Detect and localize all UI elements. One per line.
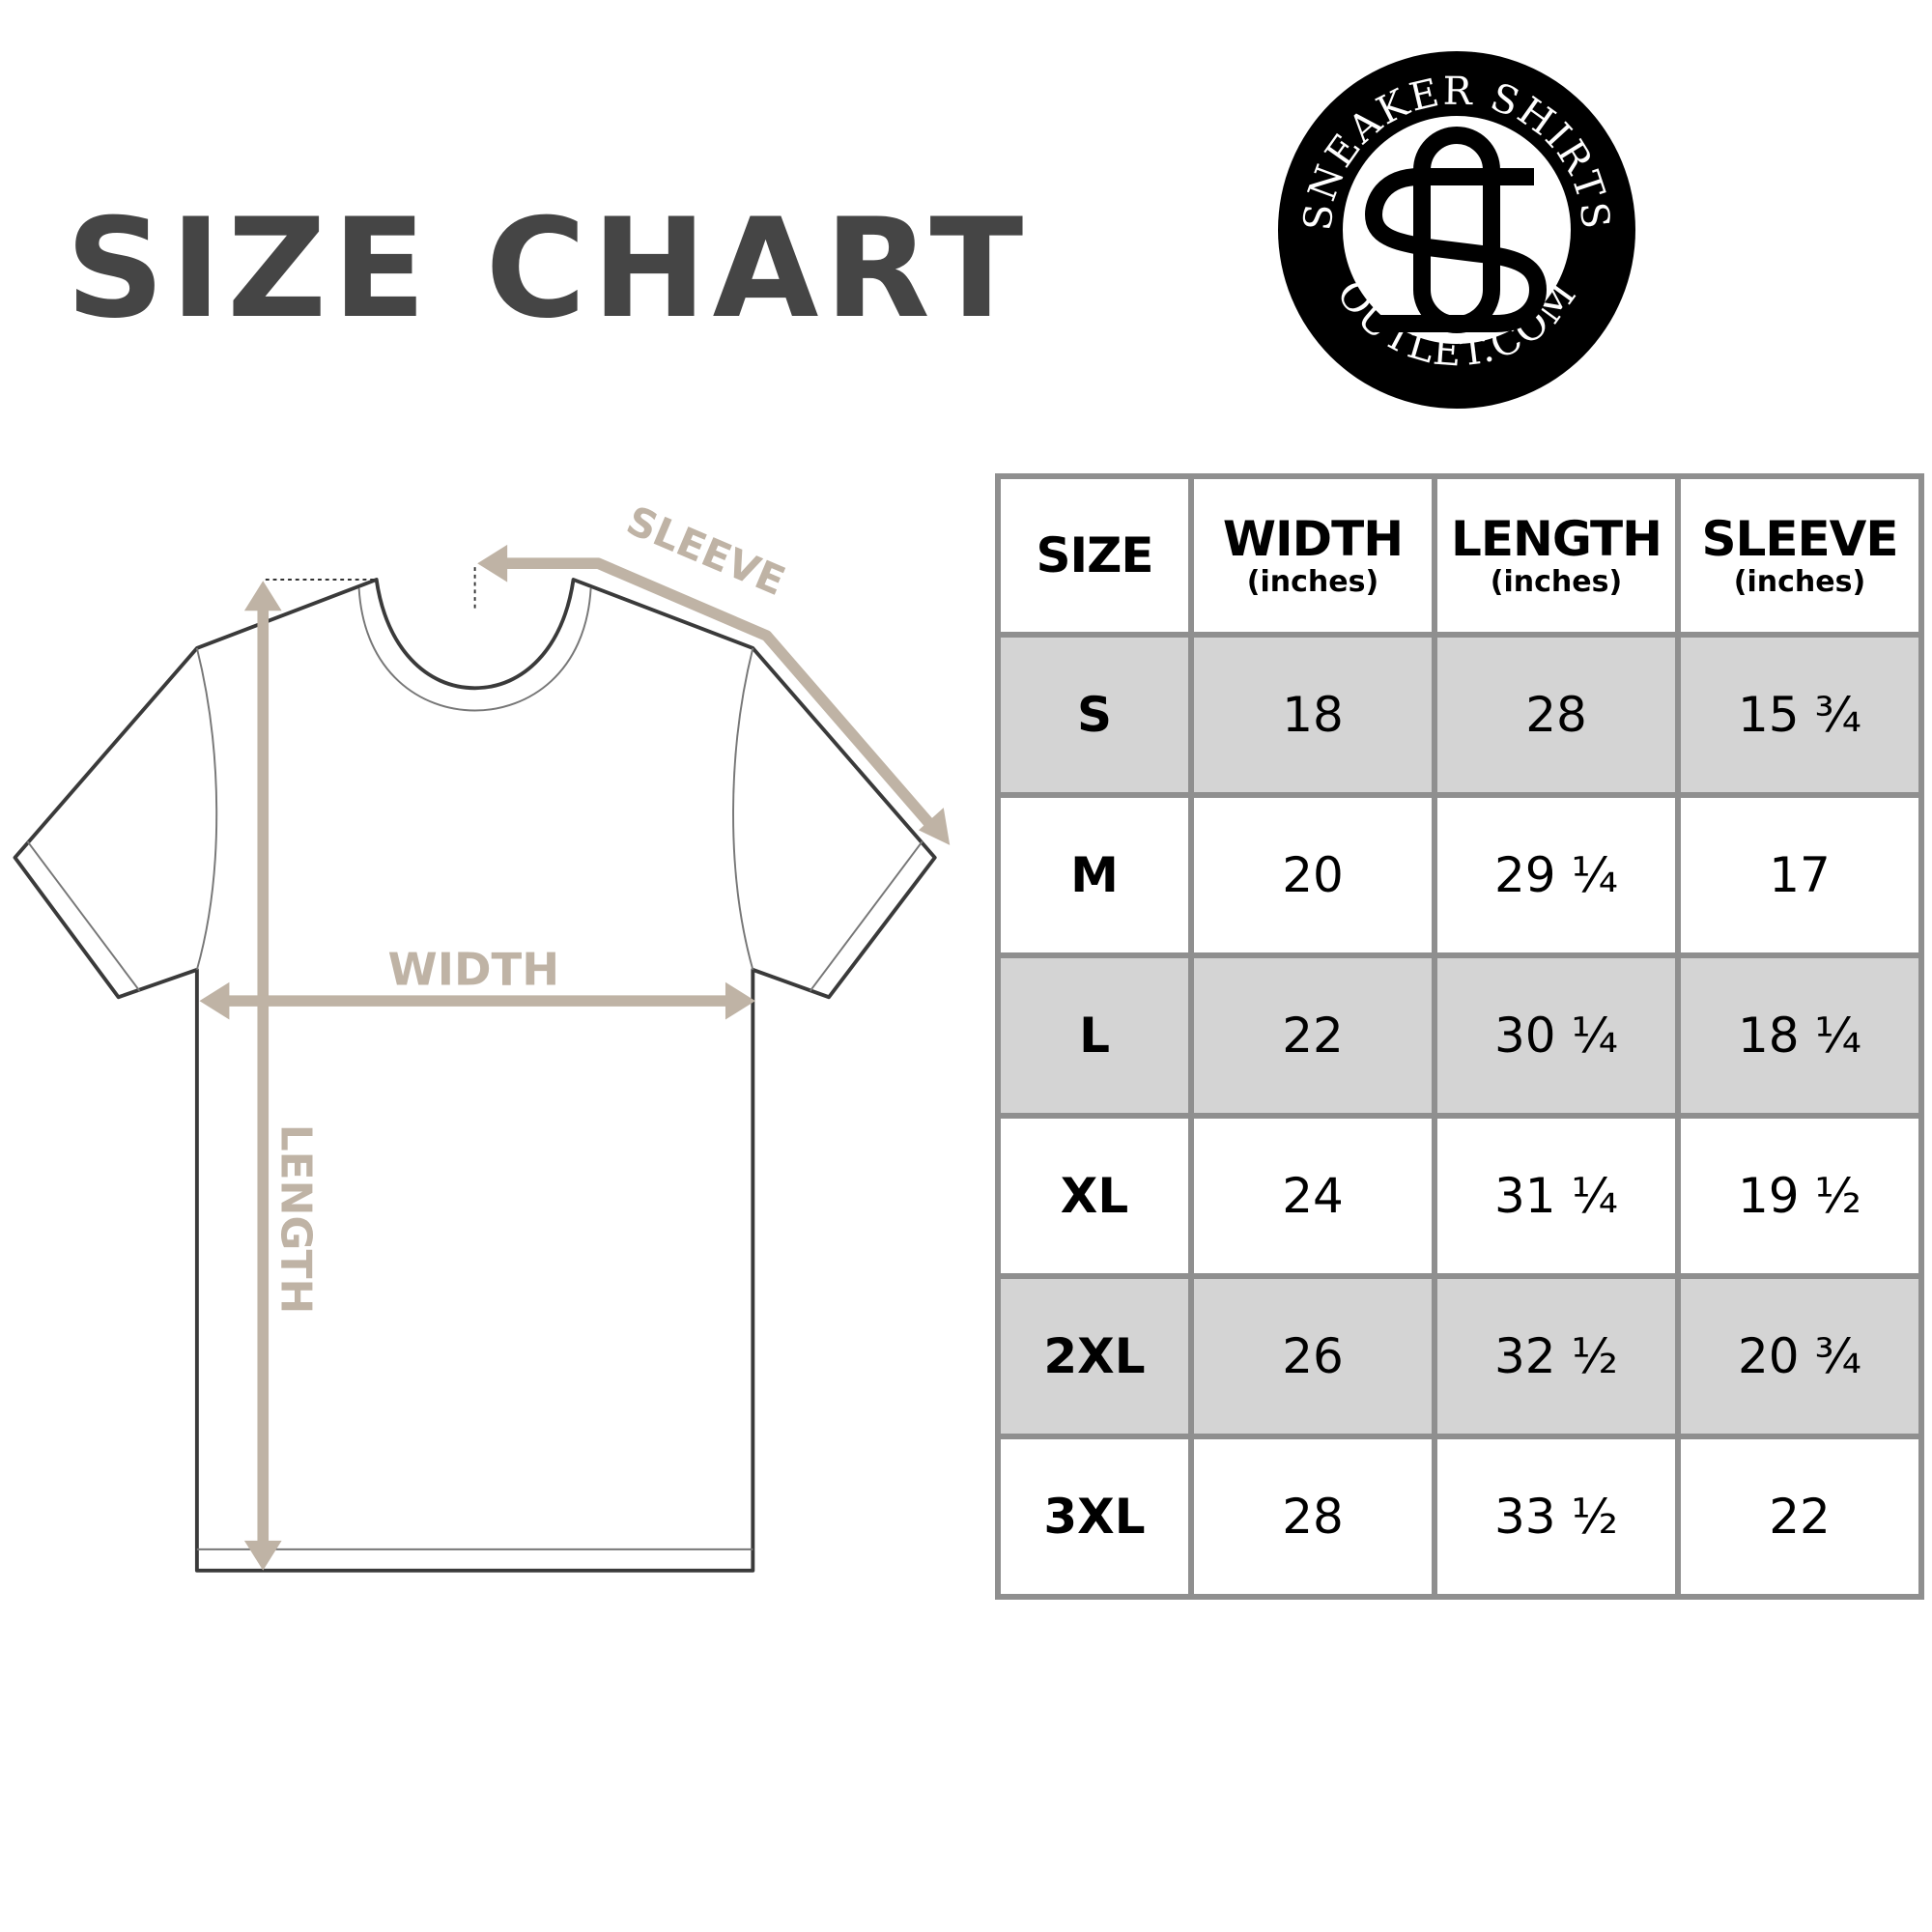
cell-length: 33 ½ [1432,1434,1681,1600]
cell-length: 31 ¼ [1432,1113,1681,1279]
cell-width: 24 [1188,1113,1437,1279]
right-cuff-seam [809,840,923,992]
cell-width: 22 [1188,952,1437,1119]
page-title: SIZE CHART [66,189,1030,349]
brand-logo: SNEAKER SHIRTS OUTLET.COM [1278,51,1635,409]
cell-size: M [995,792,1194,958]
collar-seam [357,587,592,712]
table-row: XL 24 31 ¼ 19 ½ [995,1113,1924,1279]
cell-width: 18 [1188,632,1437,798]
table-row: 2XL 26 32 ½ 20 ¾ [995,1273,1924,1439]
cell-size: S [995,632,1194,798]
table-row: S 18 28 15 ¾ [995,632,1924,798]
cell-width: 26 [1188,1273,1437,1439]
cell-length: 28 [1432,632,1681,798]
size-table: SIZE WIDTH (inches) LENGTH (inches) SLEEVE… [995,473,1924,1600]
cell-length: 29 ¼ [1432,792,1681,958]
cell-length: 32 ½ [1432,1273,1681,1439]
left-cuff-seam [26,840,141,992]
cell-size: L [995,952,1194,1119]
cell-sleeve: 17 [1675,792,1924,958]
header-width: WIDTH (inches) [1188,473,1437,638]
cell-sleeve: 20 ¾ [1675,1273,1924,1439]
sleeve-arrow [486,557,944,838]
cell-sleeve: 22 [1675,1434,1924,1600]
cell-width: 20 [1188,792,1437,958]
cell-sleeve: 15 ¾ [1675,632,1924,798]
shirt-outline [13,578,937,1573]
cell-sleeve: 18 ¼ [1675,952,1924,1119]
right-sleeve-seam [732,647,754,971]
monogram-s [1364,168,1548,332]
table-row: L 22 30 ¼ 18 ¼ [995,952,1924,1119]
cell-size: 2XL [995,1273,1194,1439]
cell-size: XL [995,1113,1194,1279]
width-label: WIDTH [388,943,560,995]
length-label: LENGTH [271,1124,321,1314]
table-row: 3XL 28 33 ½ 22 [995,1434,1924,1600]
cell-size: 3XL [995,1434,1194,1600]
table-row: M 20 29 ¼ 17 [995,792,1924,958]
left-sleeve-seam [195,647,218,971]
cell-length: 30 ¼ [1432,952,1681,1119]
header-sleeve: SLEEVE (inches) [1675,473,1924,638]
cell-width: 28 [1188,1434,1437,1600]
cell-sleeve: 19 ½ [1675,1113,1924,1279]
header-length: LENGTH (inches) [1432,473,1681,638]
header-size: SIZE [995,473,1194,638]
table-header-row: SIZE WIDTH (inches) LENGTH (inches) SLEEVE… [995,473,1924,638]
